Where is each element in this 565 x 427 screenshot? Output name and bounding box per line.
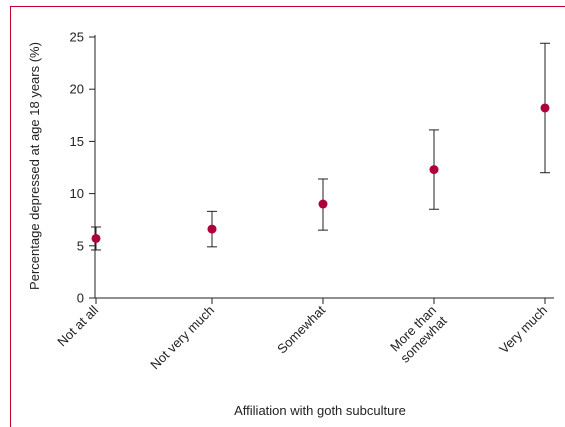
x-tick-label: Very much <box>496 303 550 357</box>
y-axis: 0 5 10 15 20 25 <box>70 30 96 306</box>
frame-left-rule <box>10 6 11 427</box>
x-tick-label-line: Not at all <box>54 302 101 349</box>
x-tick-label-line: Somewhat <box>274 302 328 356</box>
x-axis-title: Affiliation with goth subculture <box>234 403 406 418</box>
data-point <box>207 224 217 234</box>
y-tick-label: 10 <box>70 186 84 201</box>
y-axis-title: Percentage depressed at age 18 years (%) <box>27 42 42 290</box>
y-tick-label: 5 <box>77 238 84 253</box>
y-tick-label: 25 <box>70 30 84 45</box>
x-tick-label: Not very much <box>147 303 217 373</box>
y-tick-label: 15 <box>70 134 84 149</box>
data-point <box>429 165 439 175</box>
data-point <box>318 199 328 209</box>
x-tick-label: More thansomewhat <box>387 302 450 365</box>
data-point <box>91 233 101 243</box>
frame-top-rule <box>10 6 565 7</box>
y-tick-label: 0 <box>77 291 84 306</box>
data-points <box>91 103 550 243</box>
x-tick-label: Somewhat <box>274 302 328 356</box>
x-tick-label: Not at all <box>54 302 101 349</box>
x-tick-label-line: Very much <box>496 303 550 357</box>
x-axis: Not at all Not very much Somewhat More than… <box>54 297 554 373</box>
data-point <box>540 103 550 113</box>
y-tick-label: 20 <box>70 82 84 97</box>
x-tick-label-line: Not very much <box>147 303 217 373</box>
error-bars <box>91 42 550 251</box>
